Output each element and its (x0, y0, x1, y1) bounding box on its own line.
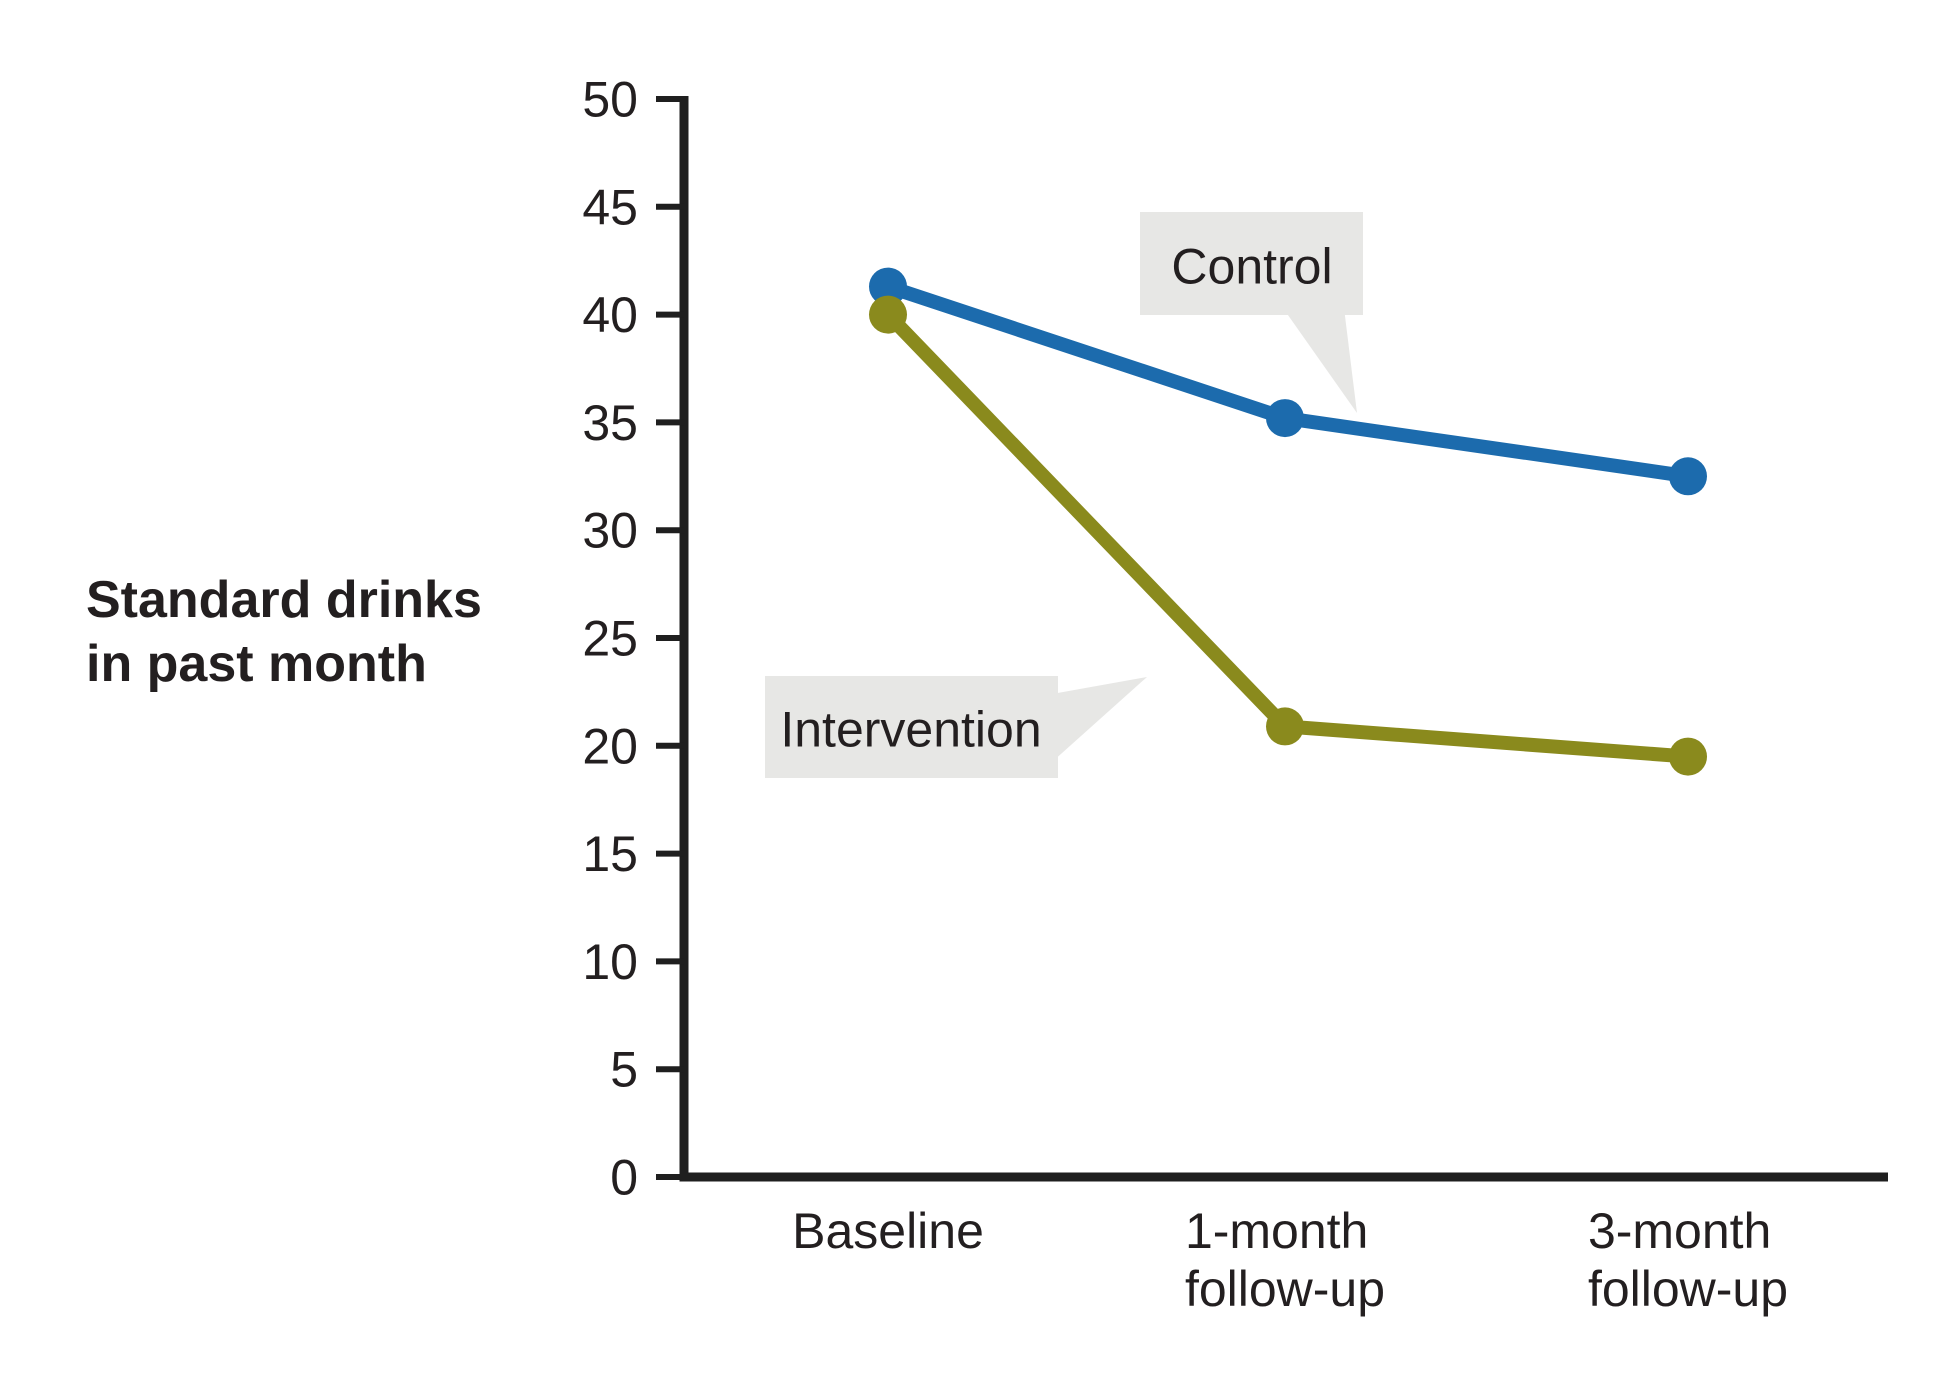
callout-tail (1052, 677, 1147, 762)
callout-box (1140, 212, 1363, 315)
callout-box (765, 676, 1058, 778)
control-point-1 (1266, 399, 1304, 438)
callout-label: Control (1171, 239, 1332, 295)
y-tick-label: 45 (582, 179, 638, 235)
callout-intervention: Intervention (765, 676, 1147, 778)
y-tick-label: 15 (582, 826, 638, 882)
y-tick-label: 25 (582, 611, 638, 667)
x-category-label: 3-month follow-up (1587, 1203, 1789, 1317)
y-tick-label: 0 (610, 1150, 638, 1206)
y-axis-title: Standard drinks in past month (86, 571, 482, 693)
y-tick-label: 40 (582, 287, 638, 343)
x-category-label: Baseline (792, 1203, 984, 1259)
y-tick-label: 35 (582, 395, 638, 451)
intervention-point-1 (1266, 707, 1304, 746)
y-tick-label: 20 (582, 718, 638, 774)
intervention-point-2 (1669, 737, 1707, 776)
y-tick-label: 10 (582, 934, 638, 990)
x-category-label: 1-month follow-up (1184, 1203, 1386, 1317)
callout-control: Control (1140, 212, 1363, 413)
callout-tail (1283, 308, 1357, 413)
control-point-2 (1669, 457, 1707, 496)
y-tick-label: 5 (610, 1042, 638, 1098)
y-tick-label: 50 (582, 72, 638, 128)
callout-label: Intervention (780, 702, 1041, 758)
control-point-0 (869, 267, 907, 306)
y-tick-label: 30 (582, 503, 638, 559)
intervention-point-0 (869, 295, 907, 334)
